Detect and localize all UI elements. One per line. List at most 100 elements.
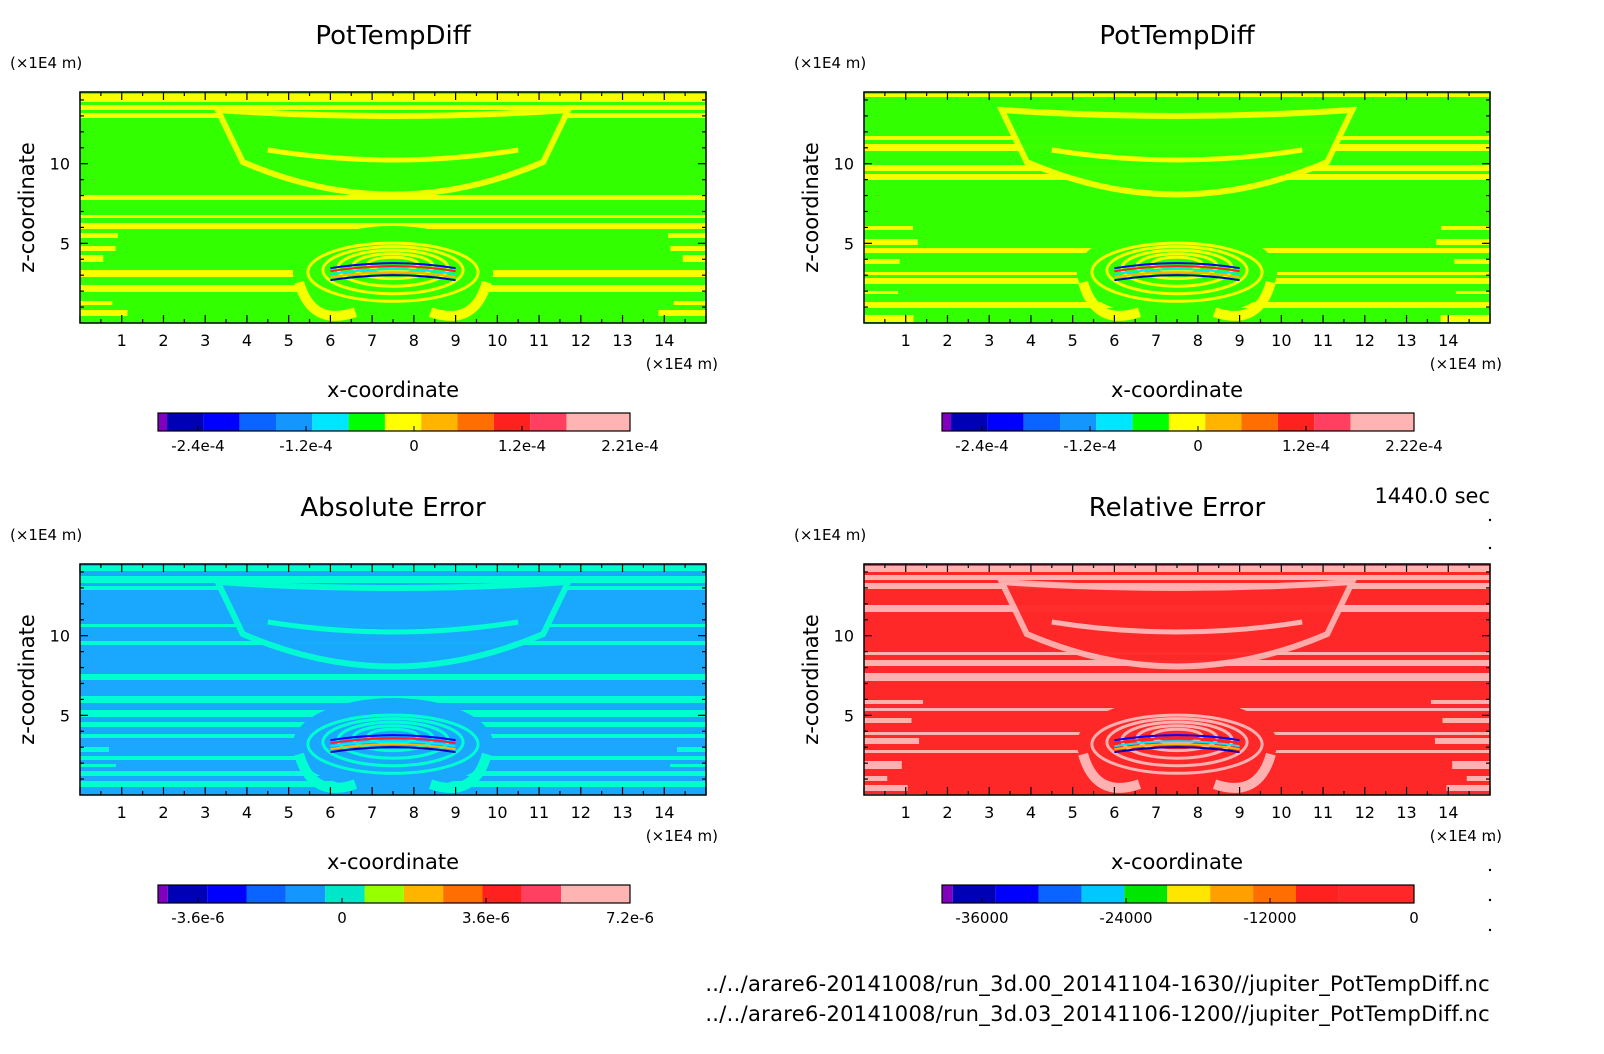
x-tick-label: 12 [1355,331,1375,350]
x-unit-label: (×1E4 m) [646,827,718,845]
x-tick-label: 8 [1193,331,1203,350]
field-core-line [330,274,456,282]
colorbar-swatch [207,885,247,903]
colorbar-tick-label: -12000 [1243,909,1296,927]
colorbar-swatch [421,413,458,431]
colorbar-swatch [1210,885,1254,903]
colorbar-tick-label: 0 [1193,437,1203,455]
x-tick-label: 13 [612,803,632,822]
margin-dot [1488,546,1492,550]
x-tick-label: 9 [1235,803,1245,822]
colorbar-swatch [951,413,988,431]
field-core-line [1114,743,1240,751]
field-plume-lobe [1078,752,1142,793]
field-ripple [1105,717,1249,768]
field-band [864,259,900,264]
field-structure [267,147,519,163]
field-band [80,674,706,680]
colorbar-tick-label: 1.2e-4 [1282,437,1330,455]
field-core-line [330,737,456,745]
x-tick-label: 1 [117,331,127,350]
x-tick-label: 11 [1313,331,1333,350]
colorbar-swatch [1081,885,1125,903]
colorbar-swatch [158,413,168,431]
field-band [1454,259,1490,264]
colorbar-swatch [482,885,522,903]
y-axis-label: z-coordinate [799,614,823,745]
colorbar-swatch [566,413,630,431]
x-tick-label: 1 [901,803,911,822]
field-band [668,233,706,238]
x-tick-label: 5 [1068,331,1078,350]
field-band [1441,226,1490,230]
field-band [80,310,128,316]
x-unit-label: (×1E4 m) [1430,827,1502,845]
colorbar-swatch [312,413,349,431]
field-structure [267,619,519,635]
field-band [864,785,908,791]
field-band [80,233,118,238]
field-band [677,747,706,752]
y-tick-label: 5 [844,234,854,253]
field-core-line [330,265,456,273]
field-band [864,239,918,245]
field-core-line [1114,740,1240,748]
field-band [864,673,1490,681]
field-layer [864,564,1490,795]
field-plume-lobe [428,280,492,321]
colorbar-tick-label: 0 [1409,909,1419,927]
colorbar-swatch [1314,413,1351,431]
colorbar-swatch [942,885,953,903]
x-tick-label: 14 [654,803,674,822]
field-core-line [1114,265,1240,273]
colorbar-swatch [1038,885,1082,903]
colorbar-tick-label: 7.2e-6 [606,909,654,927]
field-ripple [321,245,465,296]
field-band [1442,718,1490,723]
x-tick-label: 7 [1151,331,1161,350]
field-band [864,566,1490,572]
field-core-line [1114,271,1240,279]
field-band [80,94,706,102]
x-tick-label: 12 [1355,803,1375,822]
field-band [80,301,113,305]
x-tick-label: 14 [1438,803,1458,822]
field-band [80,747,109,752]
colorbar-swatch [942,413,952,431]
colorbar-swatch [384,413,422,431]
x-tick-label: 5 [284,803,294,822]
field-plume-lobe [294,752,358,793]
colorbar-swatch [995,885,1039,903]
margin-dot [1488,928,1492,932]
x-tick-label: 14 [654,331,674,350]
colorbar-swatch [1168,413,1206,431]
x-tick-label: 2 [942,331,952,350]
colorbar-tick-label: 0 [337,909,347,927]
colorbar-swatch [348,413,385,431]
colorbar-swatch [1205,413,1242,431]
x-tick-label: 12 [571,803,591,822]
chart-title: PotTempDiff [315,21,471,51]
x-tick-label: 10 [487,331,507,350]
field-ripple [1090,713,1264,775]
colorbar-swatch [276,413,313,431]
x-tick-label: 11 [529,331,549,350]
colorbar-frame [157,884,631,904]
field-band [1452,761,1490,769]
x-tick-label: 8 [409,331,419,350]
x-tick-label: 1 [901,331,911,350]
colorbar-swatch [1338,885,1414,903]
colorbar-swatch [561,885,630,903]
field-plume-lobe [1078,280,1142,321]
x-unit-label: (×1E4 m) [646,355,718,373]
field-core-line [1114,262,1240,270]
y-tick-label: 10 [50,627,70,646]
field-band [682,255,706,262]
x-tick-label: 10 [1271,331,1291,350]
x-tick-label: 4 [242,803,252,822]
x-tick-label: 2 [158,331,168,350]
field-ripple [306,241,480,303]
footer-file-1: ../../arare6-20141008/run_3d.00_20141104… [705,972,1490,996]
field-structure [1051,147,1303,163]
